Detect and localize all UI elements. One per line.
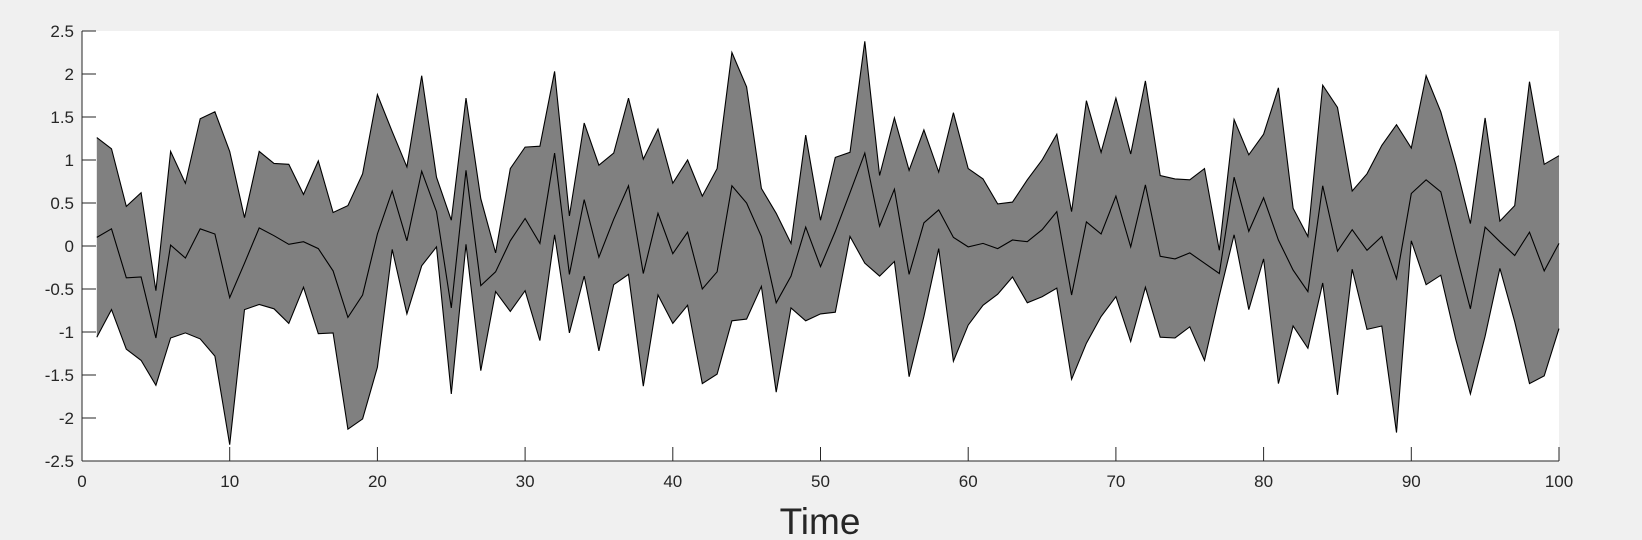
x-tick-label: 0	[77, 472, 86, 491]
x-tick-label: 10	[220, 472, 239, 491]
x-tick-label: 20	[368, 472, 387, 491]
y-tick-label: 1	[65, 151, 74, 170]
x-tick-label: 90	[1402, 472, 1421, 491]
y-tick-label: -1	[59, 323, 74, 342]
y-tick-label: -0.5	[45, 280, 74, 299]
y-tick-label: -1.5	[45, 366, 74, 385]
x-tick-label: 100	[1545, 472, 1573, 491]
x-tick-label: 30	[516, 472, 535, 491]
x-tick-label: 50	[811, 472, 830, 491]
x-tick-label: 80	[1254, 472, 1273, 491]
series-line-upper	[96, 41, 1560, 291]
y-tick-label: 1.5	[50, 108, 74, 127]
x-tick-label: 70	[1106, 472, 1125, 491]
y-tick-label: -2.5	[45, 452, 74, 471]
y-tick-label: 0.5	[50, 194, 74, 213]
series-line-lower	[96, 234, 1560, 445]
y-tick-label: 2.5	[50, 22, 74, 41]
x-tick-label: 40	[663, 472, 682, 491]
y-tick-label: 0	[65, 237, 74, 256]
x-tick-label: 60	[959, 472, 978, 491]
y-tick-label: -2	[59, 409, 74, 428]
y-tick-label: 2	[65, 65, 74, 84]
band-fill	[96, 41, 1559, 445]
x-axis-title: Time	[780, 501, 861, 540]
series-line-middle	[96, 151, 1560, 339]
